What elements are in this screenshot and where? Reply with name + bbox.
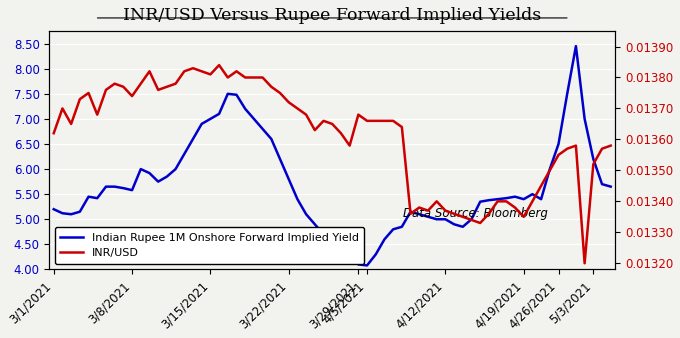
Indian Rupee 1M Onshore Forward Implied Yield xyxy=(607,185,615,189)
Line: INR/USD: INR/USD xyxy=(54,65,611,263)
INR/USD xyxy=(180,69,188,73)
INR/USD xyxy=(581,261,589,265)
Indian Rupee 1M Onshore Forward Implied Yield xyxy=(215,112,223,116)
Indian Rupee 1M Onshore Forward Implied Yield xyxy=(572,44,580,48)
Legend: Indian Rupee 1M Onshore Forward Implied Yield, INR/USD: Indian Rupee 1M Onshore Forward Implied … xyxy=(55,227,364,264)
INR/USD xyxy=(50,131,58,135)
Line: Indian Rupee 1M Onshore Forward Implied Yield: Indian Rupee 1M Onshore Forward Implied … xyxy=(54,46,611,265)
INR/USD xyxy=(293,106,301,111)
Title: INR/USD Versus Rupee Forward Implied Yields: INR/USD Versus Rupee Forward Implied Yie… xyxy=(123,7,541,24)
Indian Rupee 1M Onshore Forward Implied Yield xyxy=(590,157,598,161)
Indian Rupee 1M Onshore Forward Implied Yield xyxy=(363,263,371,267)
INR/USD xyxy=(590,162,598,166)
INR/USD xyxy=(224,75,232,79)
Indian Rupee 1M Onshore Forward Implied Yield xyxy=(285,177,293,181)
Indian Rupee 1M Onshore Forward Implied Yield xyxy=(537,197,545,201)
INR/USD xyxy=(345,144,354,148)
INR/USD xyxy=(215,63,223,67)
INR/USD xyxy=(607,144,615,148)
Indian Rupee 1M Onshore Forward Implied Yield xyxy=(337,242,345,246)
Text: Data Source: Bloomberg: Data Source: Bloomberg xyxy=(403,207,548,220)
Indian Rupee 1M Onshore Forward Implied Yield xyxy=(180,152,188,156)
INR/USD xyxy=(537,184,545,188)
Indian Rupee 1M Onshore Forward Implied Yield xyxy=(50,207,58,211)
